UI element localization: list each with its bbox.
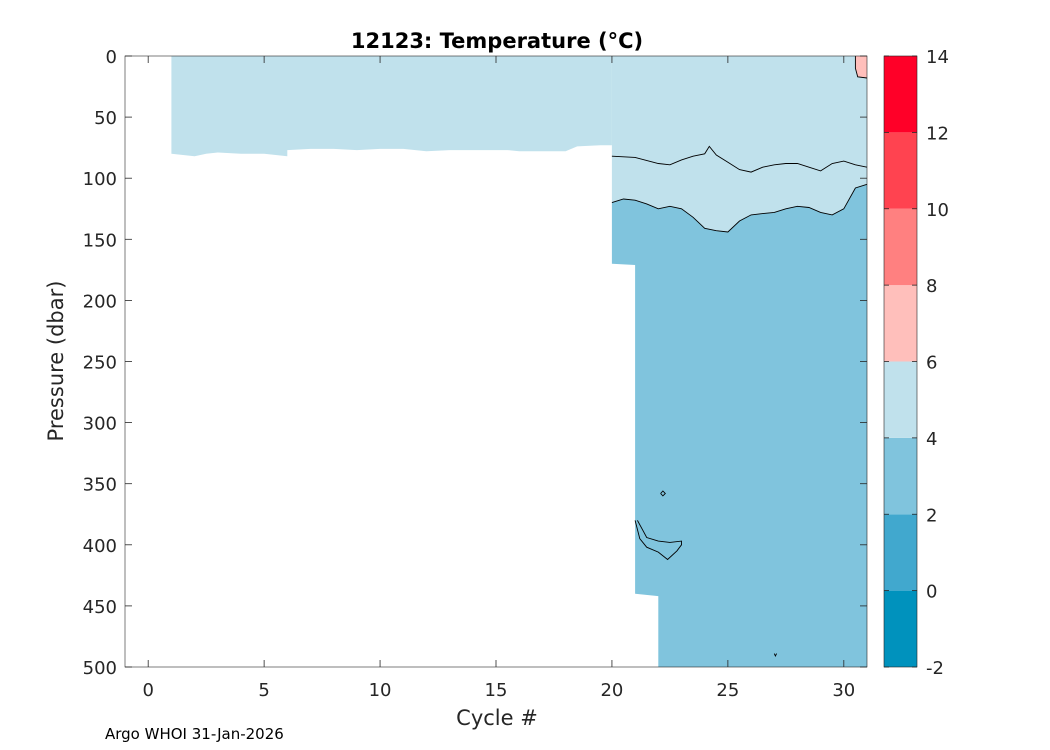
colorbar-segment-4 <box>884 285 917 362</box>
temperature-region-0 <box>171 56 612 157</box>
x-tick-label: 30 <box>832 680 855 701</box>
colorbar-segment-1 <box>884 514 917 591</box>
contour-line-0 <box>854 56 868 79</box>
colorbar-segment-2 <box>884 437 917 515</box>
temperature-region-3 <box>855 56 867 78</box>
contour-line-3 <box>634 520 682 561</box>
colorbar-segment-5 <box>884 208 917 286</box>
y-tick-label: 300 <box>83 414 117 435</box>
colorbar-tick-label: 10 <box>926 200 949 221</box>
y-tick-label: 100 <box>83 169 117 190</box>
contour-line-2 <box>611 183 868 233</box>
contour-line-4 <box>660 490 666 497</box>
x-tick-label: 20 <box>600 680 623 701</box>
temperature-region-1 <box>611 56 867 232</box>
colorbar-segment-0 <box>884 590 917 667</box>
y-tick-label: 150 <box>83 230 117 251</box>
x-tick-label: 0 <box>142 680 153 701</box>
contour-lines <box>611 56 868 658</box>
colorbar-segment-3 <box>884 361 917 438</box>
colorbar-tick-label: -2 <box>926 658 944 679</box>
colorbar-tick-label: 2 <box>926 505 937 526</box>
y-tick-label: 500 <box>83 658 117 679</box>
x-axis-label: Cycle # <box>456 706 538 730</box>
y-tick-label: 0 <box>106 47 117 68</box>
colorbar-tick-label: 4 <box>926 429 937 450</box>
y-tick-label: 250 <box>83 353 117 374</box>
colorbar-tick-label: 12 <box>926 123 949 144</box>
x-tick-label: 15 <box>485 680 508 701</box>
credit-text: Argo WHOI 31-Jan-2026 <box>105 725 284 743</box>
colorbar: -2 0 2 4 6 8 10 12 14 <box>883 47 949 679</box>
colorbar-segment-7 <box>884 56 917 133</box>
y-tick-label: 200 <box>83 291 117 312</box>
colorbar-tick-label: 8 <box>926 276 937 297</box>
y-tick-label: 350 <box>83 475 117 496</box>
y-tick-label: 450 <box>83 597 117 618</box>
colorbar-tick-label: 0 <box>926 582 937 603</box>
axes: 0 5 10 15 20 25 300501001502002503003504004505… <box>83 47 868 701</box>
y-tick-label: 50 <box>94 108 117 129</box>
x-tick-label: 25 <box>716 680 739 701</box>
y-tick-label: 400 <box>83 536 117 557</box>
contour-line-1 <box>611 145 868 173</box>
y-axis-label: Pressure (dbar) <box>44 281 68 442</box>
colorbar-tick-label: 14 <box>926 47 949 68</box>
colorbar-segment-6 <box>884 132 917 209</box>
temperature-region-2 <box>611 184 867 668</box>
plot-area <box>125 56 867 668</box>
chart-title: 12123: Temperature (°C) <box>351 29 643 53</box>
colorbar-tick-label: 6 <box>926 353 937 374</box>
contour-line-5 <box>773 653 778 658</box>
x-tick-label: 10 <box>369 680 392 701</box>
x-tick-label: 5 <box>258 680 269 701</box>
